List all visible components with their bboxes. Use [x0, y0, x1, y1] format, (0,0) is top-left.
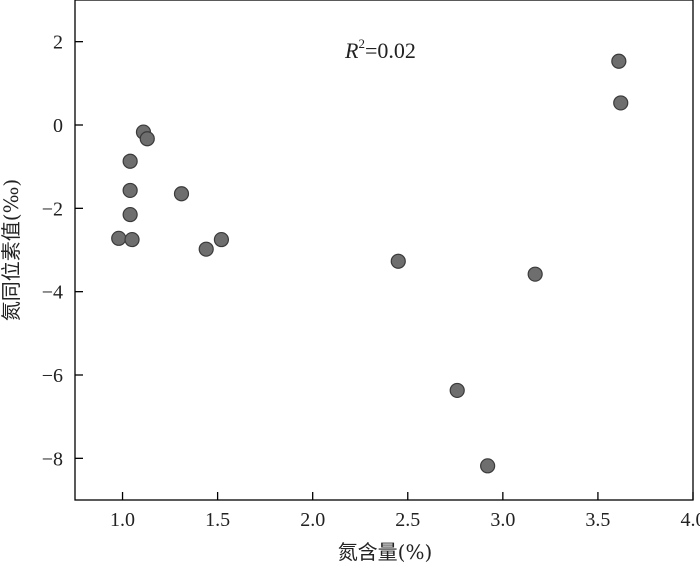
r-squared-value: =0.02	[365, 38, 416, 63]
scatter-point	[122, 206, 138, 223]
x-tick-label: 3.0	[490, 509, 515, 531]
y-tick-label: −2	[42, 198, 63, 220]
scatter-point	[122, 153, 138, 169]
y-tick-label: −8	[42, 448, 63, 470]
scatter-point	[527, 266, 543, 282]
x-tick-label: 3.5	[585, 509, 610, 531]
r-squared-exponent: 2	[358, 36, 365, 51]
scatter-point	[111, 230, 127, 246]
y-tick-label: 2	[53, 32, 63, 54]
scatter-point	[480, 458, 496, 474]
y-axis-ticks: −8 −6 −4 −2 0 2	[42, 32, 83, 470]
scatter-point	[198, 241, 214, 257]
scatter-point	[611, 53, 627, 69]
x-tick-label: 1.5	[205, 509, 230, 531]
scatter-point	[124, 231, 140, 248]
r-squared-annotation: R2=0.02	[344, 36, 416, 63]
x-axis-title: 氮含量(%)	[338, 540, 433, 564]
x-tick-label: 4.0	[681, 509, 700, 531]
scatter-point	[613, 95, 629, 111]
scatter-point	[122, 182, 138, 199]
scatter-point	[139, 131, 155, 147]
r-squared-symbol: R	[344, 38, 359, 63]
plot-area-frame	[74, 0, 694, 501]
y-tick-label: −4	[42, 282, 63, 304]
y-tick-label: −6	[42, 365, 63, 387]
x-axis-ticks: 1.0 1.5 2.0 2.5 3.0 3.5 4.0	[110, 492, 700, 531]
scatter-point	[173, 186, 190, 202]
data-points	[111, 53, 629, 474]
x-tick-label: 2.0	[300, 509, 325, 531]
y-tick-label: 0	[53, 115, 63, 137]
scatter-point	[213, 231, 230, 248]
scatter-point	[390, 253, 406, 269]
x-tick-label: 1.0	[110, 509, 135, 531]
y-axis-title: 氮同位素值(‰)	[0, 179, 23, 321]
scatter-point	[449, 382, 465, 399]
x-tick-label: 2.5	[395, 509, 420, 531]
